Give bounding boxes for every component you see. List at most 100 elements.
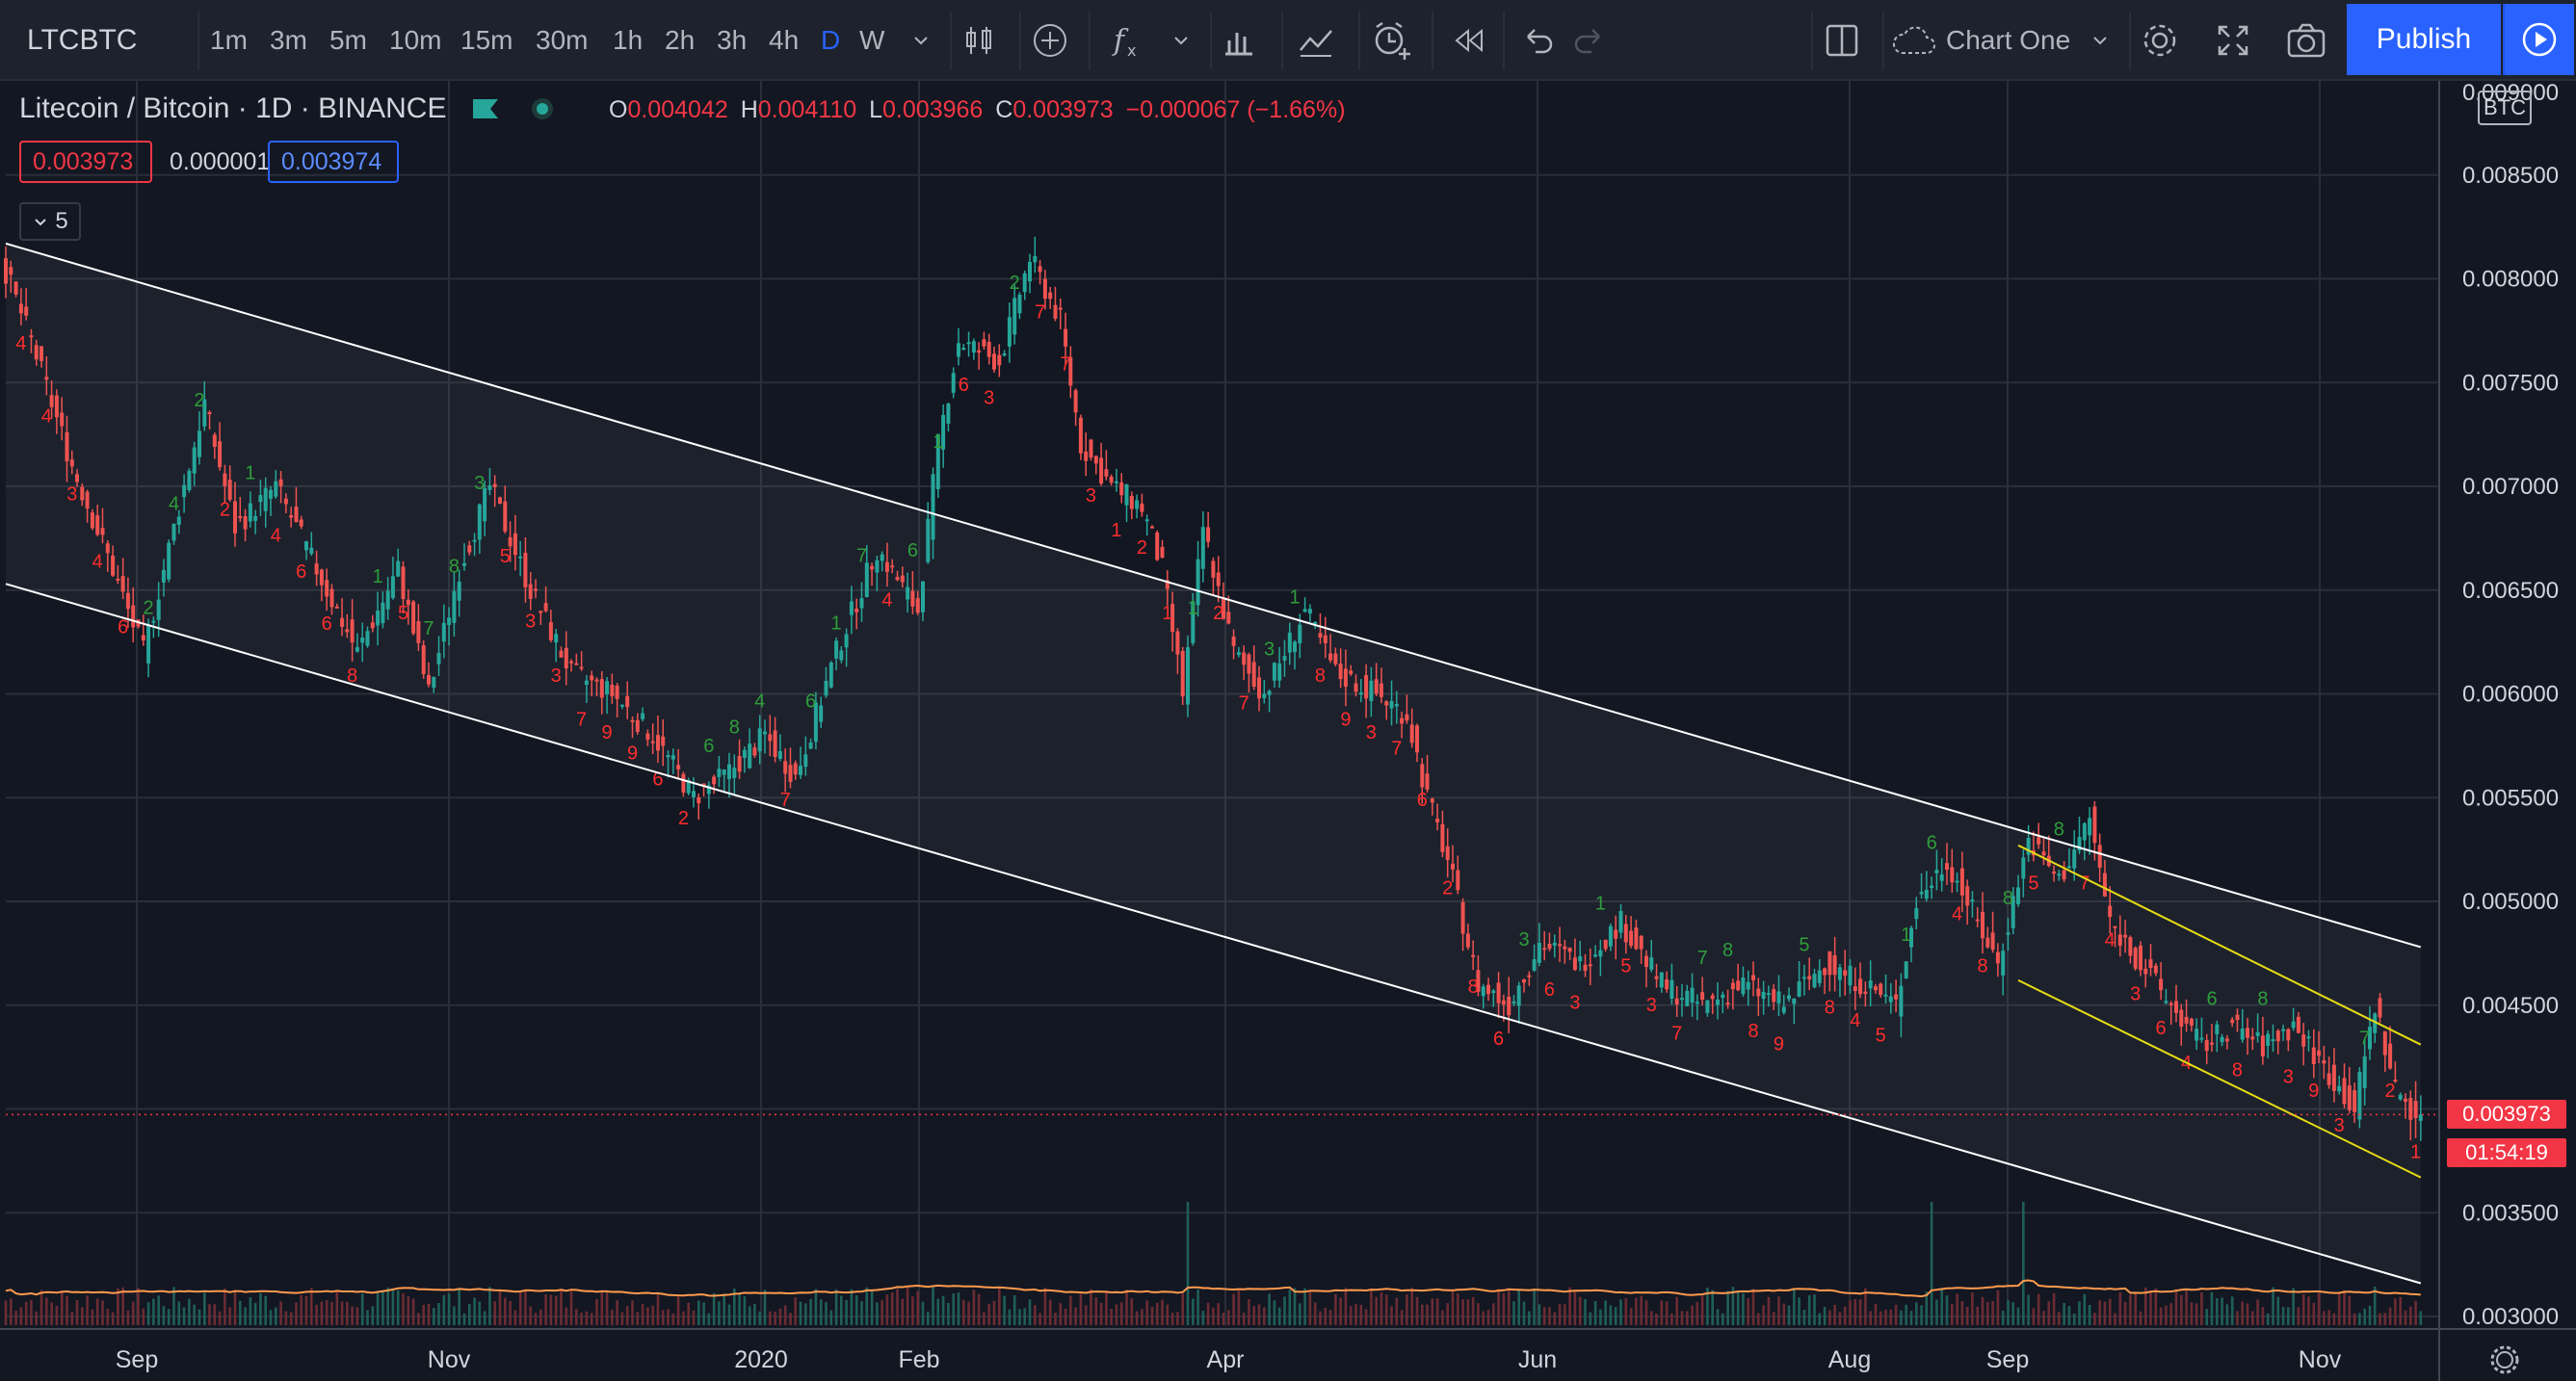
channel-fill xyxy=(6,243,2421,1284)
volume-bar xyxy=(146,1302,150,1325)
volume-bar xyxy=(733,1289,736,1325)
volume-bar xyxy=(1492,1303,1495,1325)
volume-bar xyxy=(2007,1300,2010,1325)
volume-bar xyxy=(1079,1293,1083,1325)
financials-icon[interactable] xyxy=(1210,12,1268,69)
candle-body xyxy=(635,719,640,732)
undo-icon[interactable] xyxy=(1509,12,1566,69)
timeframe-15m[interactable]: 15m xyxy=(460,25,513,55)
td-sequential-count: 3 xyxy=(1366,722,1377,743)
fullscreen-icon[interactable] xyxy=(2204,12,2262,69)
timeframe-30m[interactable]: 30m xyxy=(536,25,589,55)
volume-bar xyxy=(95,1298,99,1325)
volume-bar xyxy=(1691,1305,1694,1325)
templates-icon[interactable] xyxy=(1287,12,1345,69)
candle-body xyxy=(1445,846,1450,860)
price-chart[interactable]: 0.0030000.0035000.0040000.0045000.005000… xyxy=(0,81,2576,1381)
timeframe-1m[interactable]: 1m xyxy=(210,25,248,55)
buy-price-box[interactable]: 0.003974 xyxy=(268,141,399,183)
volume-bar xyxy=(86,1295,89,1325)
td-sequential-count: 9 xyxy=(602,722,613,743)
td-sequential-count: 8 xyxy=(2232,1059,2243,1081)
candle-body xyxy=(641,713,645,719)
candle-body xyxy=(1262,693,1267,698)
timeframe-3h[interactable]: 3h xyxy=(717,25,748,55)
volume-bar xyxy=(1222,1313,1225,1325)
timeframe-1h[interactable]: 1h xyxy=(613,25,644,55)
candle-body xyxy=(2296,1016,2300,1033)
chevron-down-icon[interactable] xyxy=(1152,12,1210,69)
timeframe-5m[interactable]: 5m xyxy=(329,25,367,55)
timeframe-10m[interactable]: 10m xyxy=(389,25,442,55)
snapshot-icon[interactable] xyxy=(2277,12,2335,69)
candle-body xyxy=(777,751,782,759)
x-tick-label: Sep xyxy=(116,1346,158,1373)
redo-icon[interactable] xyxy=(1561,12,1618,69)
volume-bar xyxy=(1457,1293,1459,1325)
td-sequential-count: 6 xyxy=(907,540,918,561)
volume-bar xyxy=(2063,1302,2065,1325)
volume-bar xyxy=(223,1289,226,1325)
layout-icon[interactable] xyxy=(1813,12,1871,69)
timeframe-w[interactable]: W xyxy=(859,25,885,55)
volume-bar xyxy=(2083,1293,2087,1325)
candle-body xyxy=(1725,1003,1730,1005)
candle-body xyxy=(773,730,777,757)
settings-icon[interactable] xyxy=(2131,12,2189,69)
candle-body xyxy=(712,776,717,785)
candle-body xyxy=(406,599,410,606)
td-sequential-count: 7 xyxy=(1391,738,1402,759)
candle-body xyxy=(1277,663,1282,681)
x-tick-label: Apr xyxy=(1207,1346,1245,1373)
publish-button[interactable]: Publish xyxy=(2347,4,2501,75)
replay-icon[interactable] xyxy=(1439,12,1497,69)
volume-bar xyxy=(2103,1301,2107,1325)
alert-icon[interactable] xyxy=(1362,12,1420,69)
volume-bar xyxy=(2343,1290,2346,1325)
candle-body xyxy=(2224,1038,2229,1042)
candle-body xyxy=(304,541,308,551)
candle-body xyxy=(29,335,34,338)
td-sequential-count: 1 xyxy=(933,431,943,453)
timeframe-4h[interactable]: 4h xyxy=(769,25,800,55)
volume-bar xyxy=(743,1296,747,1325)
layout-name[interactable]: Chart One xyxy=(1946,25,2071,55)
candle-body xyxy=(1440,823,1445,852)
candle-body xyxy=(1736,980,1741,991)
candle-body xyxy=(661,736,666,746)
timeframe-2h[interactable]: 2h xyxy=(665,25,696,55)
volume-bar xyxy=(1421,1304,1424,1325)
td-sequential-count: 5 xyxy=(1620,956,1631,977)
play-icon[interactable] xyxy=(2503,4,2574,75)
chevron-down-icon[interactable] xyxy=(2071,12,2129,69)
sell-price-box[interactable]: 0.003973 xyxy=(19,141,152,183)
candle-body xyxy=(1695,1002,1699,1004)
candle-body xyxy=(467,545,472,553)
candle-body xyxy=(732,768,737,778)
candles-icon[interactable] xyxy=(950,12,1008,69)
volume-bar xyxy=(575,1309,578,1325)
timeframe-d[interactable]: D xyxy=(821,25,841,55)
open-label: O xyxy=(609,96,628,123)
candle-body xyxy=(54,395,59,418)
candle-body xyxy=(615,686,619,699)
candle-body xyxy=(630,719,635,722)
volume-bar xyxy=(295,1302,298,1325)
currency-label[interactable]: BTC xyxy=(2478,91,2532,125)
chevron-down-icon[interactable] xyxy=(892,12,950,69)
candle-body xyxy=(1945,863,1949,870)
volume-bar xyxy=(2383,1313,2387,1325)
compare-add-icon[interactable] xyxy=(1021,12,1079,69)
volume-bar xyxy=(366,1310,369,1325)
timeframe-3m[interactable]: 3m xyxy=(270,25,307,55)
volume-bar xyxy=(433,1308,435,1325)
volume-bar xyxy=(483,1311,486,1325)
candle-body xyxy=(1119,482,1124,496)
volume-bar xyxy=(1644,1300,1648,1325)
symbol-search[interactable]: LTCBTC xyxy=(27,24,138,56)
indicators-collapse-button[interactable]: 5 xyxy=(19,202,81,241)
candle-body xyxy=(2199,1037,2204,1040)
x-tick-label: Sep xyxy=(1986,1346,2029,1373)
candle-body xyxy=(2133,948,2138,969)
